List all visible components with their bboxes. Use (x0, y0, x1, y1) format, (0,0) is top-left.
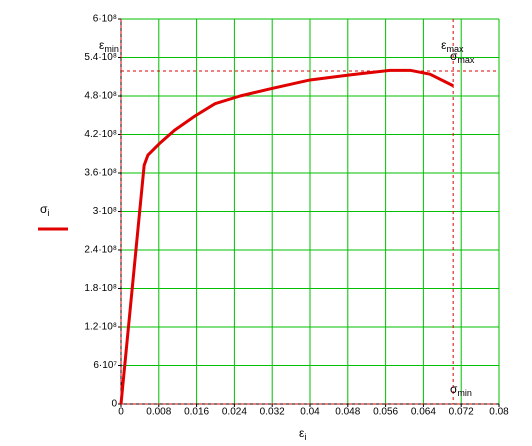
x-tick-label: 0 (118, 407, 124, 418)
y-marker-label: σmax (450, 49, 475, 65)
x-tick-label: 0.056 (373, 407, 398, 418)
y-axis-label-sub: i (47, 208, 49, 218)
y-tick-label: 1.2·10⁸ (84, 322, 117, 333)
y-tick-label: 6·10⁸ (93, 14, 117, 25)
y-tick-label: 4.2·10⁸ (84, 129, 117, 140)
x-marker-label-base: ε (441, 38, 447, 52)
y-axis-label: σi (40, 202, 49, 218)
y-tick-label: 3.6·10⁸ (84, 168, 117, 179)
x-marker-label: εmin (99, 38, 119, 54)
y-marker-label: σmin (450, 382, 472, 398)
y-tick-label: 6·10⁷ (93, 360, 117, 371)
x-tick-label: 0.072 (449, 407, 474, 418)
y-marker-label-base: σ (450, 382, 458, 396)
x-axis-label-base: ε (299, 426, 305, 440)
x-tick-label: 0.064 (411, 407, 436, 418)
x-tick-label: 0.032 (260, 407, 285, 418)
x-axis-label-sub: i (304, 432, 306, 442)
x-tick-label: 0.048 (335, 407, 360, 418)
y-tick-label: 4.8·10⁸ (84, 91, 117, 102)
data-line (119, 68, 454, 405)
x-axis-label: εi (299, 426, 306, 442)
x-marker-label-sub: max (447, 44, 465, 54)
y-axis-label-base: σ (40, 202, 48, 216)
y-marker-label-sub: max (457, 55, 475, 65)
y-tick-label: 2.4·10⁸ (84, 245, 117, 256)
y-marker-label-sub: min (457, 388, 472, 398)
x-marker-label: εmax (441, 38, 464, 54)
x-tick-label: 0.024 (222, 407, 247, 418)
x-marker-label-base: ε (99, 38, 105, 52)
x-tick-label: 0.04 (300, 407, 320, 418)
x-tick-label: 0.016 (184, 407, 209, 418)
y-tick-label: 5.4·10⁸ (84, 52, 117, 63)
y-tick-label: 0 (111, 399, 117, 410)
x-marker-label-sub: min (104, 44, 119, 54)
y-tick-label: 3·10⁸ (93, 206, 117, 217)
x-tick-label: 0.08 (489, 407, 509, 418)
y-marker-label-base: σ (450, 49, 458, 63)
x-tick-label: 0.008 (146, 407, 171, 418)
y-tick-label: 1.8·10⁸ (84, 283, 117, 294)
